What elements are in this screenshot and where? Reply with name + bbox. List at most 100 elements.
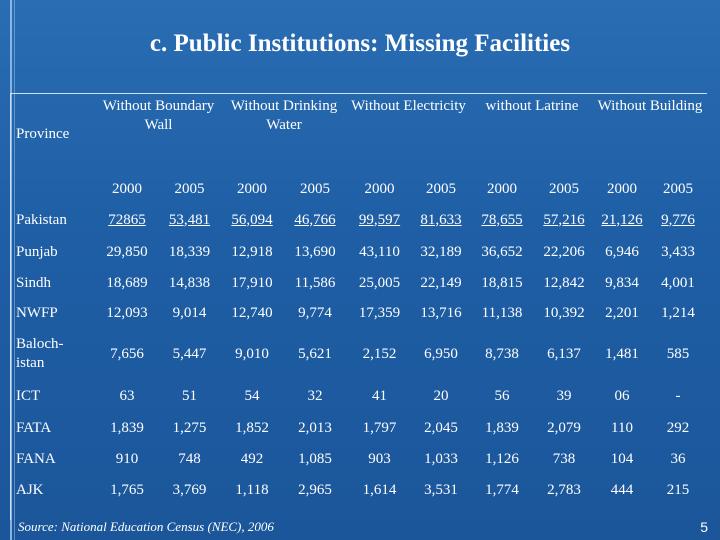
table-cell: 13,716 [420,304,462,321]
table-cell: 13,690 [294,243,336,260]
table-cell: - [675,387,681,404]
table-cell: 11,138 [481,304,523,321]
table-row: Baloch- istan 7,656 5,447 9,010 5,621 2,152 6,… [10,328,706,380]
table-cell: 63 [119,387,135,404]
table-cell: 56 [494,387,510,404]
year-header: 2000 [364,181,395,197]
table-row: Pakistan 72865 53,481 56,094 46,766 99,597 81,… [10,204,706,236]
missing-facilities-table: Province Without Boundary Wall Without D… [10,93,706,506]
year-header: 2005 [426,181,456,197]
table-cell: 1,481 [605,345,639,362]
table-cell: 585 [666,345,690,362]
table-cell: 21,126 [601,211,643,228]
table-cell: 1,614 [362,482,397,498]
table-cell: 1,275 [172,419,207,436]
table-cell: 2,013 [298,419,332,436]
table-cell: 6,946 [605,243,639,260]
table-cell: 292 [666,419,690,436]
table-cell: 22,206 [543,243,585,260]
table-cell: 78,655 [481,211,523,228]
table-cell: 81,633 [420,211,462,228]
table-cell: 3,433 [661,243,695,260]
year-header: 2000 [487,181,517,197]
province-name: Sindh [16,274,52,291]
table-cell: 104 [610,451,634,467]
year-header: 2005 [300,181,330,197]
table-cell: 9,834 [605,274,639,291]
table-cell: 110 [611,419,633,436]
year-header: 2005 [174,181,205,197]
table-cell: 8,738 [485,345,519,362]
table-cell: 12,093 [106,304,148,321]
table-cell: 738 [552,451,576,467]
table-cell: 910 [115,451,139,467]
table-cell: 3,769 [172,482,207,498]
table-row: Punjab 29,850 18,339 12,918 13,690 43,110 32,1… [10,236,706,268]
table-cell: 12,740 [231,304,273,321]
category-header: Without Electricity [351,98,466,114]
province-name: NWFP [16,304,58,321]
table-cell: 17,910 [231,274,273,291]
table-cell: 2,965 [298,482,332,498]
table-cell: 1,839 [485,419,519,436]
province-name: AJK [16,482,44,498]
table-cell: 18,689 [106,274,148,291]
table-frame [10,93,707,520]
province-name: Baloch- istan [16,336,64,371]
province-name: FANA [16,451,56,467]
table-cell: 18,339 [168,243,211,260]
table-cell: 36,652 [481,243,523,260]
table-cell: 36 [670,451,686,467]
table-cell: 32 [307,387,323,404]
table-cell: 2,079 [547,419,581,436]
table-cell: 1,033 [424,451,458,467]
table-cell: 39 [556,387,572,404]
table-cell: 2,152 [362,345,397,362]
province-header: Province [16,125,70,142]
table-cell: 7,656 [110,345,144,362]
table-cell: 43,110 [359,243,400,260]
category-header: without Latrine [485,98,579,114]
table-cell: 54 [244,387,260,404]
table-cell: 6,137 [547,345,581,362]
table-cell: 4,001 [661,274,695,291]
table-cell: 72865 [108,211,146,228]
table-cell: 1,118 [235,482,269,498]
table-cell: 32,189 [420,243,462,260]
table-cell: 11,586 [294,274,336,291]
table-cell: 56,094 [231,211,273,228]
table-cell: 29,850 [106,243,148,260]
table-cell: 1,085 [298,451,332,467]
table-cell: 9,014 [172,304,207,321]
slide-title: c. Public Institutions: Missing Faciliti… [149,30,571,57]
table-cell: 2,045 [424,419,458,436]
table-cell: 2,201 [605,304,639,321]
category-header: Without Drinking Water [230,98,338,133]
table-cell: 9,010 [235,345,269,362]
table-cell: 06 [614,387,630,404]
table-cell: 1,839 [110,419,144,436]
table-cell: 903 [368,451,391,467]
table-cell: 9,774 [298,304,332,321]
left-accent-rule [10,0,12,540]
year-header: 2005 [549,181,579,197]
table-cell: 492 [240,451,264,467]
year-header: 2005 [663,181,693,197]
province-name: Pakistan [16,211,67,228]
category-header-row: Province Without Boundary Wall Without D… [10,93,706,175]
table-cell: 1,126 [485,451,519,467]
table-cell: 17,359 [358,304,401,321]
table-cell: 1,765 [110,482,144,498]
table-cell: 99,597 [358,211,401,228]
year-header: 2000 [112,181,142,197]
table-cell: 1,214 [661,304,695,321]
table-cell: 20 [433,387,449,404]
province-name: ICT [16,387,41,404]
table-row: ICT 63 51 54 32 41 20 56 39 06 - [10,380,706,412]
table-cell: 57,216 [543,211,585,228]
table-cell: 5,621 [298,345,332,362]
category-header: Without Building [597,98,703,114]
table-cell: 3,531 [424,482,458,498]
table-cell: 53,481 [168,211,211,228]
table-row: AJK 1,765 3,769 1,118 2,965 1,614 3,531 1,774 2,… [10,475,706,506]
